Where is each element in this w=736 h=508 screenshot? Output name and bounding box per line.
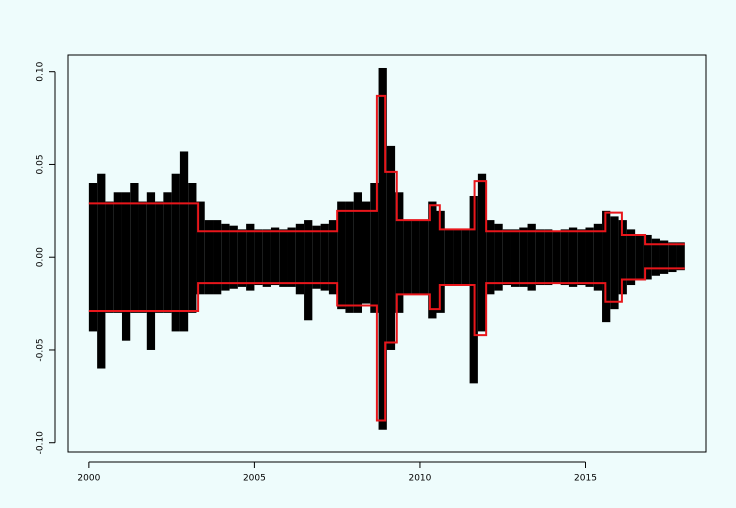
return-range xyxy=(527,223,536,291)
return-range xyxy=(130,183,139,313)
return-range xyxy=(279,229,288,287)
return-range xyxy=(419,220,429,295)
return-range xyxy=(204,220,214,295)
return-range xyxy=(196,201,205,295)
return-range xyxy=(428,201,437,319)
return-range xyxy=(105,201,114,313)
return-range xyxy=(345,201,354,313)
return-range xyxy=(328,220,338,295)
return-range xyxy=(362,201,371,304)
return-range xyxy=(403,220,412,295)
return-range xyxy=(444,229,454,286)
y-tick-label: 0.10 xyxy=(36,61,46,81)
return-range xyxy=(113,192,122,313)
return-range xyxy=(295,223,305,295)
return-range xyxy=(304,220,313,321)
x-tick-label: 2010 xyxy=(408,474,431,484)
return-range xyxy=(602,210,611,323)
return-range xyxy=(378,67,387,430)
return-range xyxy=(486,220,495,295)
return-range xyxy=(97,173,106,369)
return-range xyxy=(535,229,545,286)
return-range xyxy=(88,183,98,332)
return-range xyxy=(146,192,156,350)
return-range xyxy=(577,229,586,286)
return-range xyxy=(502,229,511,286)
band-upper xyxy=(88,94,685,246)
return-range xyxy=(610,216,619,310)
return-range xyxy=(494,223,503,291)
return-range xyxy=(320,223,329,291)
return-range xyxy=(626,229,636,286)
return-range xyxy=(461,229,470,286)
return-range xyxy=(237,229,247,287)
return-range xyxy=(370,183,379,313)
return-range xyxy=(171,173,180,332)
return-range xyxy=(453,229,462,286)
return-range xyxy=(651,238,660,276)
return-range xyxy=(287,227,296,287)
return-range xyxy=(519,227,528,287)
return-range xyxy=(121,192,131,341)
return-range xyxy=(593,223,603,291)
return-range xyxy=(676,242,685,271)
return-range xyxy=(386,145,396,350)
return-range xyxy=(436,210,445,313)
y-tick-label: 0.05 xyxy=(36,154,46,174)
band-lower xyxy=(88,267,685,422)
return-range xyxy=(568,227,578,287)
return-range xyxy=(221,223,230,291)
return-range xyxy=(477,173,487,332)
return-range xyxy=(659,240,669,274)
x-tick-label: 2005 xyxy=(243,474,266,484)
return-range xyxy=(643,234,652,280)
return-range xyxy=(246,223,255,291)
y-tick-label: 0.00 xyxy=(36,247,46,267)
return-range xyxy=(262,229,271,287)
return-range xyxy=(188,183,197,313)
return-range xyxy=(312,225,321,289)
return-range xyxy=(552,231,561,284)
return-range xyxy=(353,192,363,313)
plot-frame xyxy=(67,54,707,453)
return-range xyxy=(163,192,172,313)
x-tick-label: 2000 xyxy=(77,474,100,484)
return-range xyxy=(254,229,263,286)
return-range xyxy=(337,201,346,310)
return-range xyxy=(668,242,677,273)
return-range xyxy=(270,227,280,286)
return-range xyxy=(544,229,553,286)
return-range xyxy=(395,192,404,313)
x-tick-label: 2015 xyxy=(574,474,597,484)
return-range xyxy=(179,151,189,332)
return-range xyxy=(411,220,420,295)
return-range xyxy=(138,201,147,313)
return-range xyxy=(229,225,238,289)
return-range xyxy=(155,201,164,313)
return-range xyxy=(618,220,627,295)
return-range xyxy=(585,227,594,287)
return-range xyxy=(560,229,569,286)
return-range xyxy=(635,234,644,280)
y-tick-label: -0.05 xyxy=(36,338,46,361)
return-range xyxy=(510,229,520,287)
return-range xyxy=(213,220,222,295)
y-tick-label: -0.10 xyxy=(36,431,46,455)
